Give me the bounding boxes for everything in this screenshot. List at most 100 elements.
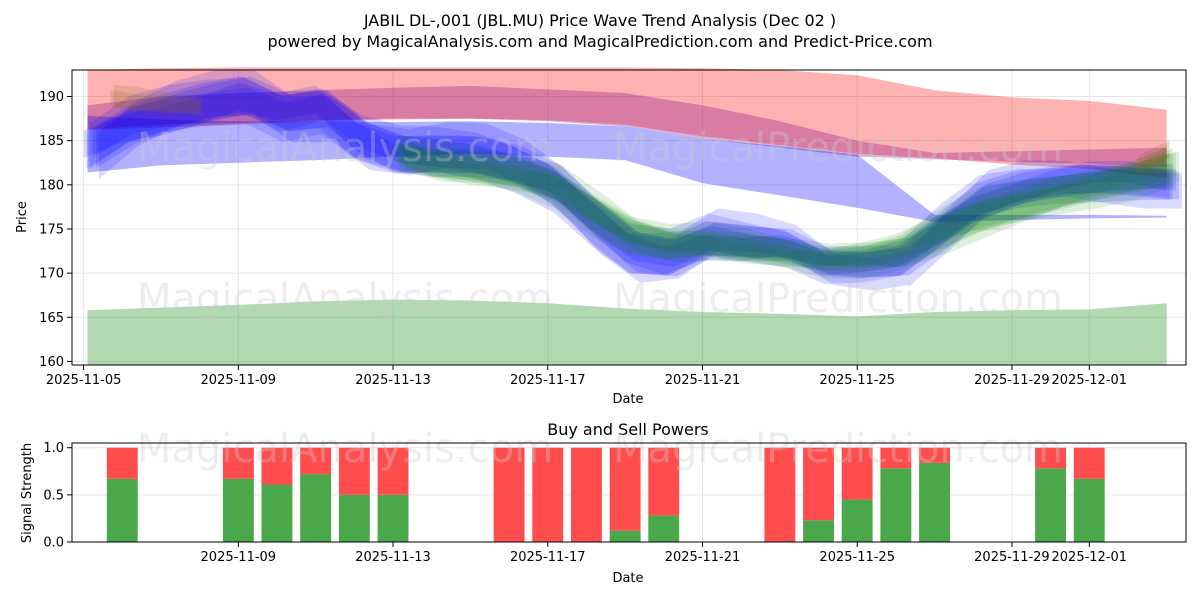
price-y-tick-label-4: 180 [39,178,64,193]
chart-subtitle: powered by MagicalAnalysis.com and Magic… [267,32,932,51]
price-x-tick-label-3: 2025-11-17 [510,373,586,388]
price-watermarks: MagicalAnalysis.com MagicalPrediction.co… [137,125,1063,322]
buy-sell-x-tick-label-5: 2025-11-29 [974,550,1050,565]
buy-sell-y-axis-label: Signal Strength [20,443,35,543]
buy-sell-watermarks: MagicalAnalysis.com MagicalPrediction.co… [137,426,1063,472]
buy-bar-15 [919,462,950,542]
buy-sell-x-ticks: 2025-11-09 2025-11-13 2025-11-17 2025-11-21… [201,542,1128,565]
price-y-tick-label-5: 185 [39,134,64,149]
buy-sell-x-tick-label-1: 2025-11-13 [355,550,431,565]
buy-bar-14 [880,468,912,542]
price-x-tick-label-0: 2025-11-05 [46,373,122,388]
buy-bar-5 [377,494,409,542]
buy-sell-y-tick-label-0: 0.0 [43,536,64,551]
sell-bar-4 [338,447,370,495]
price-y-axis-label: Price [15,201,30,233]
watermark-prediction-mid: MagicalPrediction.com [613,276,1063,322]
price-bands [87,67,1167,365]
price-x-tick-label-4: 2025-11-21 [665,373,741,388]
wave-brown-waves-1 [113,84,203,116]
price-y-tick-label-6: 190 [39,90,64,105]
sell-bar-11 [764,447,796,542]
sell-bar-3 [300,447,332,475]
price-x-tick-label-5: 2025-11-25 [819,373,895,388]
price-x-tick-label-6: 2025-11-29 [974,373,1050,388]
price-x-tick-label-1: 2025-11-09 [201,373,277,388]
buy-sell-y-tick-label-2: 1.0 [43,441,64,456]
buy-bar-17 [1073,478,1105,542]
buy-sell-x-tick-label-3: 2025-11-21 [665,550,741,565]
buy-bar-0 [106,478,138,542]
buy-bar-13 [841,499,873,542]
price-x-tick-label-2: 2025-11-13 [355,373,431,388]
price-wave-chart: MagicalAnalysis.com MagicalPrediction.co… [15,67,1187,407]
chart-title: JABIL DL-,001 (JBL.MU) Price Wave Trend … [363,11,836,30]
wave-brown-end-waves-0 [1135,145,1167,172]
buy-sell-x-tick-label-2: 2025-11-17 [510,550,586,565]
price-x-axis-label: Date [612,392,643,407]
buy-bar-1 [222,478,254,542]
price-x-tick-label-7: 2025-12-01 [1052,373,1128,388]
buy-bar-4 [338,494,370,542]
sell-bar-15 [919,447,950,463]
wave-green-waves-4 [405,145,1179,268]
sell-bar-6 [493,447,525,542]
buy-sell-y-ticks: 0.0 0.5 1.0 [43,441,72,551]
wave-brown-waves-0 [110,89,200,113]
buy-sell-bars [106,447,1105,542]
watermark-analysis-bottom: MagicalAnalysis.com [137,426,553,472]
band-blue-band-2 [87,115,1167,222]
buy-sell-x-tick-label-6: 2025-12-01 [1052,550,1128,565]
sell-bar-8 [571,447,602,542]
buy-sell-title: Buy and Sell Powers [547,420,709,439]
wave-blue-waves-1 [86,76,1170,279]
watermark-analysis-top: MagicalAnalysis.com [137,125,553,171]
price-y-tick-label-0: 160 [39,355,64,370]
price-grid [72,70,1186,365]
sell-bar-17 [1073,447,1105,479]
sell-bar-7 [532,447,564,542]
wave-brown-end-waves-1 [1138,140,1170,172]
buy-sell-x-tick-label-4: 2025-11-25 [819,550,895,565]
wave-blue-waves-4 [96,76,1179,278]
buy-bar-2 [261,484,293,542]
band-green-band-3 [87,299,1167,365]
wave-blue-waves-0 [83,82,1167,275]
sell-bar-12 [803,447,834,521]
wave-green-waves-1 [396,142,1170,272]
sell-bar-13 [841,447,873,500]
price-plot-frame [71,69,1187,366]
band-purple-band-1 [87,85,1167,168]
sell-bar-2 [261,447,293,485]
buy-bar-10 [648,515,680,542]
wave-blue-waves-5 [99,69,1183,291]
price-plot-area [72,70,1186,365]
watermark-prediction-bottom: MagicalPrediction.com [613,426,1063,472]
wave-green-waves-0 [393,141,1167,269]
buy-sell-chart: Buy and Sell Powers MagicalAnalysis.com … [20,420,1187,586]
sell-bar-1 [222,447,254,479]
sell-bar-5 [377,447,409,495]
buy-sell-x-axis-label: Date [612,571,643,586]
buy-bar-12 [803,520,834,542]
sell-bar-9 [609,447,641,531]
buy-sell-y-tick-label-1: 0.5 [43,488,64,503]
wave-green-waves-3 [402,141,1176,272]
sell-bar-14 [880,447,912,469]
buy-bar-16 [1035,468,1066,542]
price-waves [83,69,1183,291]
buy-sell-plot-frame [71,442,1187,543]
buy-bar-9 [609,530,641,542]
wave-blue-waves-2 [89,77,1173,285]
sell-bar-0 [106,447,138,479]
watermark-prediction-top: MagicalPrediction.com [613,125,1063,171]
buy-sell-x-tick-label-0: 2025-11-09 [201,550,277,565]
price-y-tick-label-1: 165 [39,311,64,326]
buy-bar-3 [300,474,332,542]
price-x-ticks: 2025-11-05 2025-11-09 2025-11-13 2025-11-17… [46,365,1127,388]
wave-blue-waves-3 [92,87,1176,276]
wave-green-waves-2 [399,135,1173,279]
sell-bar-10 [648,447,680,516]
watermark-analysis-mid: MagicalAnalysis.com [137,276,553,322]
